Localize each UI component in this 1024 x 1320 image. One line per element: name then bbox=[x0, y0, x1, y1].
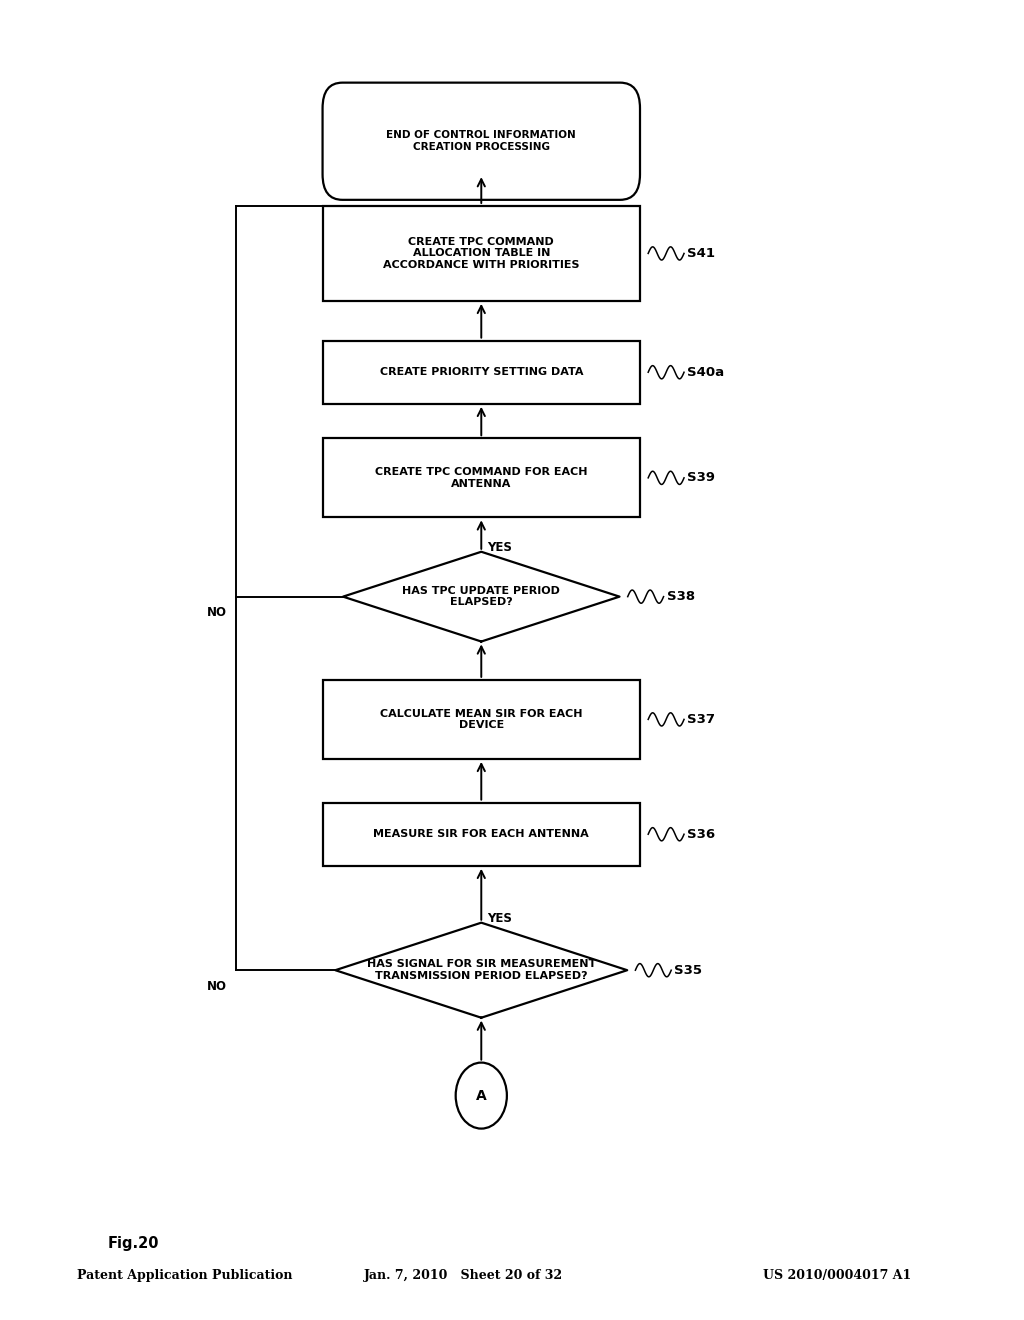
Text: MEASURE SIR FOR EACH ANTENNA: MEASURE SIR FOR EACH ANTENNA bbox=[374, 829, 589, 840]
Text: S40a: S40a bbox=[687, 366, 724, 379]
Bar bbox=[323, 680, 640, 759]
Text: CREATE TPC COMMAND FOR EACH
ANTENNA: CREATE TPC COMMAND FOR EACH ANTENNA bbox=[375, 467, 588, 488]
Text: CREATE TPC COMMAND
ALLOCATION TABLE IN
ACCORDANCE WITH PRIORITIES: CREATE TPC COMMAND ALLOCATION TABLE IN A… bbox=[383, 236, 580, 271]
Text: US 2010/0004017 A1: US 2010/0004017 A1 bbox=[763, 1269, 911, 1282]
Text: END OF CONTROL INFORMATION
CREATION PROCESSING: END OF CONTROL INFORMATION CREATION PROC… bbox=[386, 131, 577, 152]
Text: S35: S35 bbox=[674, 964, 702, 977]
Text: HAS SIGNAL FOR SIR MEASUREMENT
TRANSMISSION PERIOD ELAPSED?: HAS SIGNAL FOR SIR MEASUREMENT TRANSMISS… bbox=[367, 960, 596, 981]
Text: CALCULATE MEAN SIR FOR EACH
DEVICE: CALCULATE MEAN SIR FOR EACH DEVICE bbox=[380, 709, 583, 730]
Text: NO: NO bbox=[207, 606, 227, 619]
Polygon shape bbox=[336, 923, 627, 1018]
Text: S41: S41 bbox=[687, 247, 715, 260]
Text: Fig.20: Fig.20 bbox=[108, 1236, 159, 1251]
Bar bbox=[323, 206, 640, 301]
Text: HAS TPC UPDATE PERIOD
ELAPSED?: HAS TPC UPDATE PERIOD ELAPSED? bbox=[402, 586, 560, 607]
Text: A: A bbox=[476, 1089, 486, 1102]
Text: S38: S38 bbox=[667, 590, 694, 603]
Text: CREATE PRIORITY SETTING DATA: CREATE PRIORITY SETTING DATA bbox=[380, 367, 583, 378]
Text: S36: S36 bbox=[687, 828, 715, 841]
Text: YES: YES bbox=[487, 912, 512, 925]
Text: Jan. 7, 2010   Sheet 20 of 32: Jan. 7, 2010 Sheet 20 of 32 bbox=[364, 1269, 562, 1282]
Text: S37: S37 bbox=[687, 713, 715, 726]
Bar bbox=[323, 341, 640, 404]
Bar bbox=[323, 803, 640, 866]
FancyBboxPatch shape bbox=[323, 83, 640, 199]
Polygon shape bbox=[343, 552, 620, 642]
Text: Patent Application Publication: Patent Application Publication bbox=[77, 1269, 292, 1282]
Text: NO: NO bbox=[207, 979, 227, 993]
Text: YES: YES bbox=[487, 541, 512, 554]
Bar bbox=[323, 438, 640, 517]
Text: S39: S39 bbox=[687, 471, 715, 484]
